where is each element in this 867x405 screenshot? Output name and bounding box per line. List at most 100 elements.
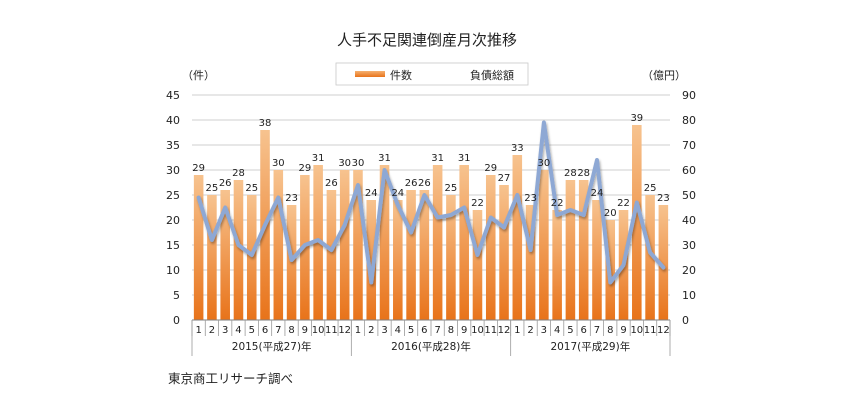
y-tick-right: 20 xyxy=(682,264,696,277)
bar-count xyxy=(419,190,430,320)
x-tick-label: 6 xyxy=(581,325,587,336)
y-tick-right: 80 xyxy=(682,114,696,127)
bar-count xyxy=(446,195,456,320)
y-tick-left: 25 xyxy=(166,189,180,202)
y-tick-right: 60 xyxy=(682,164,696,177)
y-tick-left: 35 xyxy=(166,139,180,152)
bar-count xyxy=(406,190,416,320)
x-tick-label: 6 xyxy=(262,325,268,336)
x-tick-label: 3 xyxy=(541,325,547,336)
bar-count xyxy=(499,185,509,320)
data-label-count: 24 xyxy=(365,188,378,199)
data-label-count: 25 xyxy=(206,183,219,194)
source-footnote: 東京商工リサーチ調べ xyxy=(168,371,294,386)
series-line-debt xyxy=(196,120,666,285)
bar-count xyxy=(246,195,257,320)
year-group-label: 2017(平成29)年 xyxy=(550,340,630,353)
x-tick-label: 2 xyxy=(527,325,533,336)
x-tick-label: 12 xyxy=(657,325,670,336)
x-tick-label: 2 xyxy=(209,325,215,336)
y-tick-left: 20 xyxy=(166,214,180,227)
y-tick-right: 10 xyxy=(682,289,696,302)
data-label-count: 27 xyxy=(498,173,511,184)
data-label-count: 23 xyxy=(657,193,670,204)
y-tick-right: 30 xyxy=(682,239,696,252)
data-label-count: 30 xyxy=(352,158,365,169)
data-label-count: 28 xyxy=(564,168,577,179)
x-tick-label: 3 xyxy=(222,325,228,336)
legend-frame xyxy=(335,62,529,86)
y-tick-left: 40 xyxy=(166,114,180,127)
year-group-label: 2015(平成27)年 xyxy=(232,340,312,353)
x-tick-label: 9 xyxy=(302,325,308,336)
data-label-count: 26 xyxy=(325,178,338,189)
bar-count xyxy=(273,170,284,320)
year-group-label: 2016(平成28)年 xyxy=(391,340,471,353)
data-label-count: 24 xyxy=(591,188,604,199)
bar-count xyxy=(207,195,217,320)
chart-title: 人手不足関連倒産月次推移 xyxy=(337,31,517,49)
bar-count xyxy=(552,210,562,320)
x-tick-label: 8 xyxy=(607,325,613,336)
y-tick-left: 5 xyxy=(173,289,180,302)
x-tick-label: 7 xyxy=(594,325,600,336)
bar-count xyxy=(220,190,230,320)
bar-count xyxy=(472,210,483,320)
data-label-count: 22 xyxy=(471,198,484,209)
x-tick-label: 5 xyxy=(249,325,255,336)
y-tick-right: 90 xyxy=(682,89,696,102)
x-tick-label: 8 xyxy=(448,325,454,336)
legend-label-count: 件数 xyxy=(390,69,412,82)
x-tick-label: 11 xyxy=(644,325,657,336)
x-tick-label: 1 xyxy=(514,325,520,336)
data-label-count: 29 xyxy=(298,163,311,174)
legend-bar-swatch xyxy=(355,71,385,77)
data-label-count: 30 xyxy=(272,158,285,169)
x-tick-label: 4 xyxy=(395,325,401,336)
data-label-count: 31 xyxy=(431,153,444,164)
data-label-count: 29 xyxy=(192,163,205,174)
bar-count xyxy=(393,200,403,320)
data-label-count: 25 xyxy=(245,183,258,194)
left-axis-unit: （件） xyxy=(182,69,215,82)
data-label-count: 28 xyxy=(232,168,245,179)
y-tick-left: 15 xyxy=(166,239,180,252)
x-tick-label: 3 xyxy=(381,325,387,336)
x-tick-label: 12 xyxy=(498,325,511,336)
data-label-count: 39 xyxy=(630,113,643,124)
bar-count xyxy=(512,155,523,320)
bar-count xyxy=(286,205,297,320)
x-tick-label: 2 xyxy=(368,325,374,336)
legend-label-debt: 負債総額 xyxy=(470,68,514,82)
x-tick-label: 9 xyxy=(620,325,626,336)
data-label-count: 26 xyxy=(405,178,418,189)
data-label-count: 25 xyxy=(644,183,657,194)
data-label-count: 23 xyxy=(285,193,298,204)
plot-area: 0510152025303540450102030405060708090292… xyxy=(166,89,696,356)
x-tick-label: 4 xyxy=(554,325,560,336)
x-tick-label: 11 xyxy=(325,325,338,336)
y-tick-left: 10 xyxy=(166,264,180,277)
bar-count xyxy=(578,180,589,320)
bar-count xyxy=(539,170,549,320)
data-label-count: 20 xyxy=(604,208,617,219)
y-tick-right: 40 xyxy=(682,214,696,227)
data-label-count: 26 xyxy=(219,178,232,189)
bar-count xyxy=(353,170,363,320)
data-label-count: 26 xyxy=(418,178,431,189)
x-tick-label: 7 xyxy=(275,325,281,336)
bar-count xyxy=(565,180,576,320)
y-tick-left: 45 xyxy=(166,89,180,102)
bar-count xyxy=(645,195,655,320)
bar-count xyxy=(366,200,377,320)
bar-count xyxy=(432,165,443,320)
x-tick-label: 10 xyxy=(471,325,484,336)
y-tick-right: 70 xyxy=(682,139,696,152)
data-label-count: 31 xyxy=(378,153,391,164)
bar-count xyxy=(193,175,204,320)
data-label-count: 33 xyxy=(511,143,524,154)
bar-count xyxy=(632,125,642,320)
x-tick-label: 5 xyxy=(408,325,414,336)
x-tick-label: 6 xyxy=(421,325,427,336)
data-label-count: 28 xyxy=(577,168,590,179)
